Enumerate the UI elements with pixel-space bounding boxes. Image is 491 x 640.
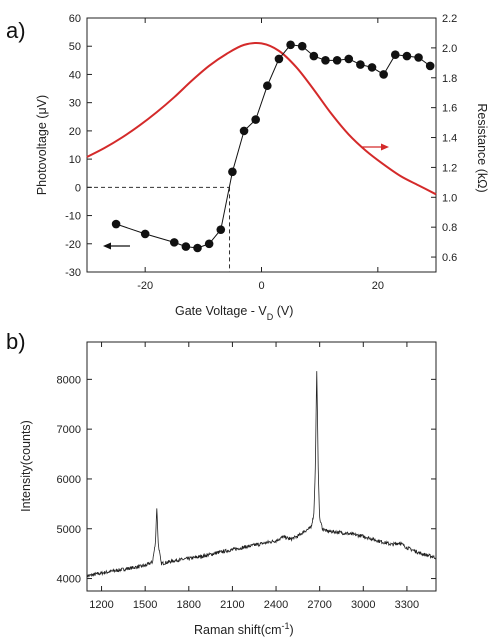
chart-a-resistance-line [86, 41, 437, 196]
chart-a-xtick-label: 0 [258, 280, 264, 292]
chart-b-raman-line [86, 371, 437, 578]
chart-a-photovoltage-point [297, 41, 307, 51]
chart-b-xtick-label: 2700 [307, 599, 331, 611]
chart-a-photovoltage-point [390, 50, 400, 59]
panel-b-label: b) [6, 329, 26, 354]
chart-a-ytick-left-label: 30 [69, 98, 81, 110]
chart-a-ytick-right-label: 2.2 [442, 13, 457, 25]
chart-a-ytick-right-label: 1.8 [442, 73, 457, 85]
chart-a-photovoltage-point [367, 63, 377, 72]
chart-a-ytick-right-label: 1.6 [442, 103, 457, 115]
chart-b-ticks: 1200 1500 1800 2100 2400 2700 3000 3300 4000 5000… [57, 342, 436, 611]
chart-a: -20 0 20 -30 -20 -10 0 10 20 30 40 50 60 0.6 0.8 1.0 1.2… [35, 13, 489, 322]
chart-a-ytick-left-label: -30 [65, 267, 81, 279]
chart-a-photovoltage-point [379, 70, 388, 79]
chart-a-photovoltage-point [425, 61, 435, 71]
chart-b-xtick-label: 1800 [177, 599, 201, 611]
chart-a-right-arrow [361, 143, 389, 151]
chart-a-ylabel-right: Resistance (kΩ) [475, 103, 489, 192]
chart-b-ytick-label: 7000 [57, 424, 81, 436]
chart-a-ytick-left-label: 20 [69, 126, 81, 138]
chart-a-photovoltage-series [111, 40, 435, 253]
chart-a-ytick-left-label: 50 [69, 41, 81, 53]
chart-a-photovoltage-point [239, 126, 249, 136]
chart-b-frame [86, 341, 437, 592]
chart-a-ytick-right-label: 1.2 [442, 162, 457, 174]
chart-b-xtick-label: 1200 [89, 599, 113, 611]
chart-b-xtick-label: 3000 [351, 599, 375, 611]
chart-b-ylabel: Intensity(counts) [19, 420, 33, 512]
chart-a-photovoltage-point [274, 54, 284, 64]
chart-b-xlabel: Raman shift(cm-1) [194, 621, 294, 637]
chart-a-ytick-left-label: -10 [65, 211, 81, 223]
chart-b-xtick-label: 2100 [220, 599, 244, 611]
chart-b-raman-series [86, 371, 437, 578]
chart-a-ytick-right-label: 2.0 [442, 43, 457, 55]
chart-b-ytick-label: 5000 [57, 524, 81, 536]
chart-a-ytick-left-label: -20 [65, 239, 81, 251]
chart-b-ytick-label: 4000 [57, 574, 81, 586]
chart-a-photovoltage-point [344, 54, 354, 64]
chart-a-ytick-left-label: 0 [75, 182, 81, 194]
chart-a-photovoltage-point [216, 225, 226, 234]
chart-a-ytick-right-label: 1.0 [442, 192, 457, 204]
chart-a-photovoltage-point [111, 219, 121, 229]
chart-a-ticks: -20 0 20 -30 -20 -10 0 10 20 30 40 50 60 0.6 0.8 1.0 1.2… [65, 13, 457, 292]
chart-a-photovoltage-point [356, 60, 365, 69]
chart-a-xlabel: Gate Voltage - VD (V) [175, 304, 293, 322]
chart-a-photovoltage-point [414, 53, 423, 62]
chart-a-ytick-left-label: 10 [69, 154, 81, 166]
chart-a-photovoltage-point [263, 81, 272, 91]
chart-a-ytick-right-label: 0.8 [442, 222, 457, 234]
chart-b-ytick-label: 8000 [57, 374, 81, 386]
panel-a-label: a) [6, 18, 26, 43]
chart-a-photovoltage-point [140, 229, 150, 239]
chart-a-photovoltage-point [193, 243, 202, 253]
chart-a-photovoltage-point [332, 56, 342, 65]
chart-a-photovoltage-point [321, 56, 330, 65]
chart-a-ytick-left-label: 60 [69, 13, 81, 25]
chart-a-xtick-label: -20 [137, 280, 153, 292]
chart-b-xtick-label: 1500 [133, 599, 157, 611]
chart-a-photovoltage-point [228, 167, 237, 177]
chart-a-photovoltage-point [169, 238, 179, 247]
chart-a-resistance-series [86, 41, 437, 196]
chart-a-ytick-right-label: 1.4 [442, 133, 457, 145]
chart-a-ylabel-left: Photovoltage (μV) [35, 95, 49, 195]
chart-b-ytick-label: 6000 [57, 474, 81, 486]
chart-b-xtick-label: 2400 [264, 599, 288, 611]
chart-a-photovoltage-point [309, 51, 319, 61]
chart-a-xtick-label: 20 [372, 280, 384, 292]
chart-a-photovoltage-point [204, 239, 214, 249]
chart-a-ytick-left-label: 40 [69, 69, 81, 81]
chart-b: 1200 1500 1800 2100 2400 2700 3000 3300 4000 5000… [19, 341, 437, 637]
chart-a-left-arrow [103, 242, 130, 250]
chart-a-ytick-right-label: 0.6 [442, 252, 457, 264]
chart-b-xtick-label: 3300 [395, 599, 419, 611]
chart-a-photovoltage-point [251, 115, 260, 124]
chart-a-photovoltage-point [402, 51, 412, 61]
chart-a-guides [87, 186, 231, 272]
chart-a-photovoltage-point [286, 40, 295, 50]
chart-a-photovoltage-point [181, 242, 191, 251]
